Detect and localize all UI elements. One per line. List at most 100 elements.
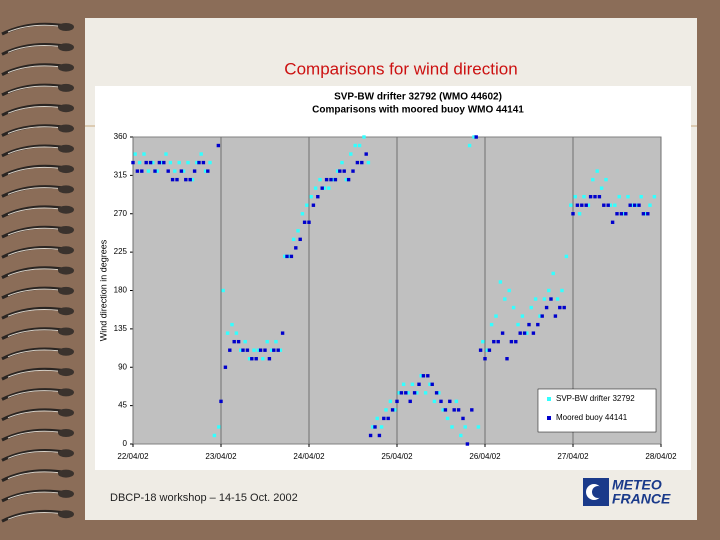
ring-hole: [58, 368, 74, 377]
point: [533, 297, 538, 301]
point: [630, 203, 635, 207]
point: [201, 160, 206, 165]
ring-shine: [7, 146, 59, 155]
point: [197, 160, 201, 165]
point: [441, 408, 445, 412]
point: [635, 203, 639, 207]
ring-shine: [7, 166, 59, 175]
point: [206, 169, 210, 173]
point: [617, 194, 621, 199]
ring-shine: [7, 511, 59, 520]
point: [470, 408, 474, 412]
ring-shine: [7, 471, 59, 480]
point: [430, 382, 434, 387]
point: [353, 143, 357, 148]
ring-hole: [58, 205, 74, 214]
point: [379, 425, 384, 429]
ring-hole: [58, 388, 74, 397]
point: [377, 433, 382, 438]
point: [432, 399, 437, 404]
ring-shine: [7, 349, 59, 358]
point: [318, 177, 322, 182]
ring-hole: [58, 489, 74, 498]
point: [648, 203, 652, 207]
x-tick-label: 28/04/02: [645, 452, 677, 461]
point: [349, 152, 353, 156]
point: [305, 203, 309, 207]
point: [560, 288, 564, 293]
point: [536, 322, 540, 327]
ring-hole: [58, 165, 74, 174]
ring-hole: [58, 23, 74, 31]
point: [373, 425, 377, 429]
point: [327, 186, 331, 190]
point: [351, 169, 355, 173]
ring-hole: [58, 43, 74, 52]
point: [133, 152, 137, 156]
point: [485, 348, 489, 352]
ring-shine: [7, 85, 59, 94]
footer: DBCP-18 workshop – 14-15 Oct. 2002: [110, 492, 298, 504]
point: [203, 169, 208, 173]
point: [483, 357, 487, 361]
point: [186, 160, 190, 165]
ring-shine: [7, 187, 59, 195]
legend-box: [537, 388, 657, 433]
point: [298, 237, 302, 242]
y-tick-label: 0: [123, 439, 128, 448]
legend-marker: [547, 416, 551, 420]
point: [276, 348, 280, 352]
point: [232, 339, 236, 344]
point: [602, 203, 606, 207]
point: [375, 416, 379, 421]
point: [166, 169, 170, 173]
point: [368, 433, 373, 438]
point: [289, 254, 294, 259]
point: [188, 177, 192, 182]
point: [219, 399, 223, 404]
y-tick-label: 135: [114, 324, 128, 333]
point: [285, 254, 289, 259]
y-tick-label: 225: [114, 247, 128, 256]
point: [531, 331, 536, 335]
point: [151, 160, 155, 165]
point: [192, 169, 197, 173]
point: [329, 177, 333, 182]
point: [569, 203, 573, 207]
point: [586, 203, 591, 207]
point: [555, 297, 560, 301]
point: [478, 348, 483, 352]
point: [606, 203, 610, 207]
point: [487, 348, 492, 352]
point: [522, 331, 527, 335]
point: [404, 391, 408, 395]
point: [542, 297, 547, 301]
point: [544, 305, 549, 310]
y-tick-label: 270: [114, 209, 128, 218]
point: [164, 152, 168, 156]
point: [313, 186, 318, 190]
logo-icon-inner: [592, 486, 604, 498]
point: [190, 177, 195, 182]
point: [179, 169, 184, 173]
point: [256, 348, 261, 352]
ring-hole: [58, 144, 74, 153]
ring-hole: [58, 226, 74, 234]
point: [514, 339, 518, 344]
point: [153, 169, 157, 173]
point: [342, 169, 346, 173]
point: [195, 160, 199, 165]
point: [311, 203, 316, 207]
point: [494, 314, 498, 318]
ring-shine: [7, 24, 59, 33]
point: [626, 194, 630, 199]
point: [456, 408, 461, 412]
ring-shine: [7, 451, 59, 459]
ring-hole: [58, 63, 74, 72]
point: [221, 288, 225, 293]
point: [461, 416, 465, 421]
point: [643, 212, 648, 216]
point: [228, 348, 232, 352]
point: [426, 374, 430, 378]
ring-hole: [58, 449, 74, 458]
